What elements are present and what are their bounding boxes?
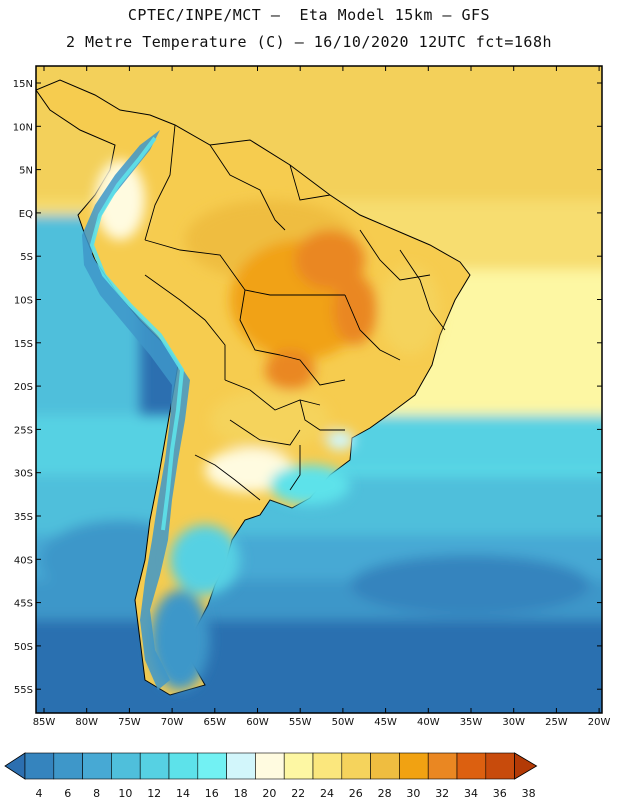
colorbar-level-label: 4 [36, 787, 43, 800]
colorbar-arrow-low [4, 752, 26, 780]
colorbar-segment [255, 752, 285, 780]
colorbar-level-label: 8 [93, 787, 100, 800]
lat-label: EQ [19, 209, 33, 220]
lon-label: 50W [332, 717, 355, 728]
map-frame [35, 65, 603, 714]
colorbar-segment [399, 752, 429, 780]
colorbar-level-label: 6 [64, 787, 71, 800]
lat-label: 15N [13, 79, 33, 90]
temperature-field [36, 66, 602, 713]
colorbar-arrow-high [514, 752, 538, 780]
colorbar-segment [427, 752, 458, 780]
country-borders [144, 124, 446, 501]
lon-label: 55W [289, 717, 312, 728]
lat-label: 55S [14, 685, 33, 696]
lon-label: 30W [502, 717, 525, 728]
colorbar-segment [341, 752, 371, 780]
latitude-axis: 15N 10N 5N EQ 5S 10S 15S 20S 25S 30S 35S 40S 45S 50S 5… [13, 79, 602, 696]
colorbar-segment [370, 752, 400, 780]
colorbar-level-label: 30 [406, 787, 420, 800]
lon-label: 70W [161, 717, 184, 728]
colorbar-segment [111, 752, 141, 780]
colorbar-segment [82, 752, 112, 780]
colorbar-level-label: 14 [176, 787, 190, 800]
colorbar-segment [53, 752, 83, 780]
andes-crest-band [89, 136, 185, 531]
lat-label: 5N [19, 166, 33, 177]
lat-label: 50S [14, 642, 33, 653]
longitude-axis: 85W 80W 75W 70W 65W 60W 55W 50W 45W 40W 35W 30W 25W 2… [33, 66, 611, 728]
lat-label: 40S [14, 555, 33, 566]
colorbar-level-label: 12 [147, 787, 161, 800]
colorbar-level-label: 38 [522, 787, 536, 800]
colorbar-level-label: 26 [349, 787, 363, 800]
map-title-line-1: CPTEC/INPE/MCT – Eta Model 15km – GFS [127, 6, 491, 24]
lon-label: 20W [588, 717, 611, 728]
colorbar-segment [283, 752, 314, 780]
colorbar-segment [226, 752, 256, 780]
colorbar-segment [485, 752, 515, 780]
lon-label: 40W [417, 717, 440, 728]
lat-label: 15S [14, 339, 33, 350]
colorbar-segment [168, 752, 199, 780]
colorbar-level-label: 16 [205, 787, 219, 800]
colorbar-level-label: 18 [234, 787, 248, 800]
colorbar-segment [139, 752, 170, 780]
lat-label: 10N [13, 122, 33, 133]
lat-label: 20S [14, 382, 33, 393]
colorbar-level-label: 32 [435, 787, 449, 800]
colorbar-level-label: 24 [320, 787, 334, 800]
lat-label: 30S [14, 469, 33, 480]
lat-label: 5S [20, 252, 33, 263]
map-title-line-2: 2 Metre Temperature (C) – 16/10/2020 12U… [65, 33, 553, 51]
colorbar-level-label: 10 [118, 787, 132, 800]
colorbar-segment [197, 752, 227, 780]
lat-label: 35S [14, 512, 33, 523]
lon-label: 60W [246, 717, 269, 728]
colorbar-segment [456, 752, 487, 780]
colorbar-level-label: 28 [378, 787, 392, 800]
colorbar-level-label: 22 [291, 787, 305, 800]
land-temperature-zones [95, 160, 440, 690]
lat-label: 10S [14, 296, 33, 307]
lat-label: 25S [14, 425, 33, 436]
lon-label: 65W [203, 717, 226, 728]
lon-label: 45W [374, 717, 397, 728]
colorbar-segment [24, 752, 55, 780]
colorbar-level-label: 20 [262, 787, 276, 800]
lon-label: 80W [75, 717, 98, 728]
lon-label: 35W [460, 717, 483, 728]
colorbar: 4 6 8 10 12 14 16 18 20 22 24 26 28 30 32 34 36 38 [4, 752, 538, 800]
lon-label: 75W [118, 717, 141, 728]
colorbar-level-label: 34 [464, 787, 478, 800]
andes-cold-region [82, 130, 190, 690]
colorbar-level-label: 36 [493, 787, 507, 800]
lon-label: 85W [33, 717, 56, 728]
lon-label: 25W [545, 717, 568, 728]
lat-label: 45S [14, 599, 33, 610]
colorbar-segment [312, 752, 343, 780]
